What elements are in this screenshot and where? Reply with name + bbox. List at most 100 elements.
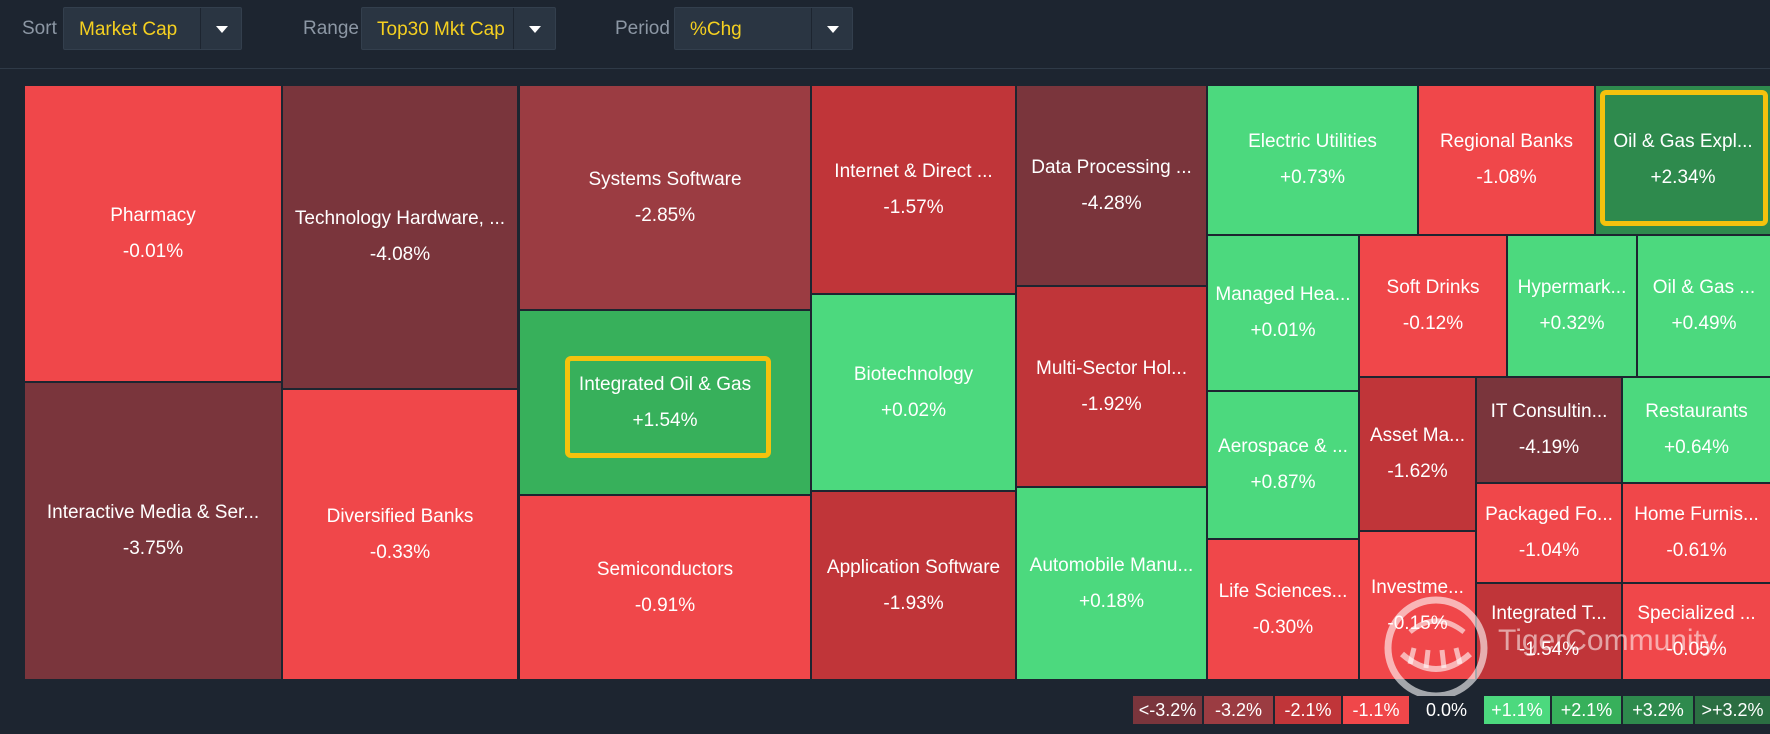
tile-sector-name: Investme... — [1371, 576, 1464, 598]
tile-percent-change: -1.92% — [1081, 393, 1142, 415]
tile-percent-change: +0.49% — [1671, 313, 1737, 334]
tile-sector-name: Automobile Manu... — [1029, 554, 1194, 576]
toolbar: Sort Market Cap Range Top30 Mkt Cap Peri… — [0, 0, 1770, 69]
treemap-tile-oil-gas-expl[interactable]: Oil & Gas Expl... +2.34% — [1596, 86, 1770, 234]
tile-percent-change: -4.19% — [1518, 437, 1580, 458]
treemap-tile-application-software[interactable]: Application Software -1.93% — [812, 492, 1015, 679]
tile-percent-change: -0.12% — [1402, 313, 1464, 334]
treemap-tile-semiconductors[interactable]: Semiconductors -0.91% — [520, 496, 810, 679]
legend-cell-6: +2.1% — [1552, 696, 1621, 724]
tile-sector-name: Asset Ma... — [1369, 425, 1466, 446]
tile-percent-change: -0.61% — [1666, 540, 1727, 561]
tile-sector-name: Multi-Sector Hol... — [1036, 357, 1187, 379]
highlight-integrated-oil-gas — [565, 356, 771, 458]
tile-sector-name: Packaged Fo... — [1485, 504, 1613, 525]
tile-content: Automobile Manu... +0.18% — [1017, 554, 1206, 614]
tile-content: Restaurants +0.64% — [1623, 400, 1770, 460]
tile-percent-change: -0.30% — [1252, 616, 1314, 638]
tile-sector-name: Regional Banks — [1439, 131, 1574, 152]
sort-dropdown[interactable]: Market Cap — [63, 7, 242, 50]
period-value: %Chg — [690, 19, 742, 40]
tile-content: IT Consultin... -4.19% — [1477, 400, 1621, 460]
chevron-down-icon[interactable] — [529, 26, 541, 33]
treemap-tile-interactive-media-ser[interactable]: Interactive Media & Ser... -3.75% — [25, 383, 281, 679]
treemap-tile-integrated-t[interactable]: Integrated T... -1.54% — [1477, 584, 1621, 679]
sort-label: Sort — [22, 18, 57, 39]
tile-content: Pharmacy -0.01% — [25, 204, 281, 264]
range-dropdown[interactable]: Top30 Mkt Cap — [361, 7, 556, 50]
highlight-oil-gas-exploration — [1600, 90, 1768, 226]
treemap-tile-automobile-manu[interactable]: Automobile Manu... +0.18% — [1017, 488, 1206, 679]
tile-sector-name: Managed Hea... — [1215, 284, 1351, 305]
treemap-tile-soft-drinks[interactable]: Soft Drinks -0.12% — [1360, 236, 1506, 376]
tile-content: Specialized ... -0.05% — [1623, 602, 1770, 662]
tile-content: Systems Software -2.85% — [520, 168, 810, 228]
tile-sector-name: Integrated Oil & Gas — [578, 373, 752, 395]
tile-content: Managed Hea... +0.01% — [1208, 283, 1358, 343]
treemap-tile-restaurants[interactable]: Restaurants +0.64% — [1623, 378, 1770, 482]
legend-cell-3: -1.1% — [1343, 696, 1409, 724]
tile-sector-name: Application Software — [826, 556, 1001, 578]
tile-sector-name: IT Consultin... — [1490, 401, 1608, 422]
treemap-tile-diversified-banks[interactable]: Diversified Banks -0.33% — [283, 390, 517, 679]
tile-percent-change: -1.62% — [1387, 461, 1448, 482]
treemap-tile-specialized[interactable]: Specialized ... -0.05% — [1623, 584, 1770, 679]
treemap-tile-systems-software[interactable]: Systems Software -2.85% — [520, 86, 810, 309]
tile-content: Hypermark... +0.32% — [1508, 276, 1636, 336]
tile-content: Regional Banks -1.08% — [1419, 130, 1594, 190]
legend-cell-7: +3.2% — [1623, 696, 1693, 724]
tile-sector-name: Interactive Media & Ser... — [46, 502, 260, 523]
tile-percent-change: +1.54% — [632, 409, 698, 431]
tile-content: Home Furnis... -0.61% — [1623, 503, 1770, 563]
treemap-tile-life-sciences[interactable]: Life Sciences... -0.30% — [1208, 540, 1358, 679]
tile-percent-change: +2.34% — [1650, 167, 1716, 188]
tile-percent-change: +0.73% — [1280, 167, 1345, 188]
tile-sector-name: Oil & Gas ... — [1652, 277, 1756, 298]
treemap-tile-home-furnis[interactable]: Home Furnis... -0.61% — [1623, 484, 1770, 582]
tile-percent-change: -4.08% — [369, 244, 431, 265]
treemap-tile-asset-ma[interactable]: Asset Ma... -1.62% — [1360, 378, 1475, 530]
tile-percent-change: +0.18% — [1079, 590, 1144, 612]
treemap-tile-internet-direct[interactable]: Internet & Direct ... -1.57% — [812, 86, 1015, 293]
tile-percent-change: -1.08% — [1476, 167, 1537, 188]
tile-sector-name: Diversified Banks — [326, 505, 474, 527]
treemap-tile-biotechnology[interactable]: Biotechnology +0.02% — [812, 295, 1015, 490]
range-divider — [513, 8, 514, 49]
tile-percent-change: +0.87% — [1250, 472, 1316, 493]
tile-sector-name: Specialized ... — [1637, 602, 1756, 624]
range-label: Range — [303, 18, 359, 39]
treemap-tile-data-processing[interactable]: Data Processing ... -4.28% — [1017, 86, 1206, 285]
treemap-tile-investme[interactable]: Investme... -0.15% — [1360, 532, 1475, 679]
legend-cell-2: -2.1% — [1275, 696, 1341, 724]
treemap-tile-pharmacy[interactable]: Pharmacy -0.01% — [25, 86, 281, 381]
range-value: Top30 Mkt Cap — [377, 19, 505, 40]
tile-content: Life Sciences... -0.30% — [1208, 580, 1358, 640]
treemap-tile-electric-utilities[interactable]: Electric Utilities +0.73% — [1208, 86, 1417, 234]
chevron-down-icon[interactable] — [827, 26, 839, 33]
tile-percent-change: -0.15% — [1387, 612, 1448, 634]
tile-content: Biotechnology +0.02% — [812, 363, 1015, 423]
treemap-tile-managed-hea[interactable]: Managed Hea... +0.01% — [1208, 236, 1358, 390]
tile-percent-change: +0.02% — [881, 399, 946, 421]
treemap-tile-oil-gas[interactable]: Oil & Gas ... +0.49% — [1638, 236, 1770, 376]
tile-percent-change: -1.93% — [883, 592, 944, 614]
tile-percent-change: -3.75% — [122, 538, 184, 559]
treemap-tile-hypermark[interactable]: Hypermark... +0.32% — [1508, 236, 1636, 376]
treemap-tile-technology-hardware[interactable]: Technology Hardware, ... -4.08% — [283, 86, 517, 388]
chevron-down-icon[interactable] — [216, 26, 228, 33]
tile-percent-change: -1.57% — [883, 196, 944, 218]
tile-sector-name: Electric Utilities — [1248, 131, 1377, 152]
treemap-tile-regional-banks[interactable]: Regional Banks -1.08% — [1419, 86, 1594, 234]
treemap-tile-it-consultin[interactable]: IT Consultin... -4.19% — [1477, 378, 1621, 482]
treemap-tile-aerospace[interactable]: Aerospace & ... +0.87% — [1208, 392, 1358, 538]
tile-content: Oil & Gas Expl... +2.34% — [1596, 130, 1770, 190]
period-dropdown[interactable]: %Chg — [674, 7, 853, 50]
tile-sector-name: Technology Hardware, ... — [294, 208, 506, 229]
tile-sector-name: Aerospace & ... — [1218, 436, 1348, 457]
treemap-tile-multi-sector-hol[interactable]: Multi-Sector Hol... -1.92% — [1017, 287, 1206, 486]
tile-sector-name: Soft Drinks — [1386, 277, 1480, 298]
tile-sector-name: Systems Software — [588, 168, 742, 190]
treemap-tile-packaged-fo[interactable]: Packaged Fo... -1.04% — [1477, 484, 1621, 582]
legend-cell-8: >+3.2% — [1695, 696, 1770, 724]
tile-content: Aerospace & ... +0.87% — [1208, 435, 1358, 495]
